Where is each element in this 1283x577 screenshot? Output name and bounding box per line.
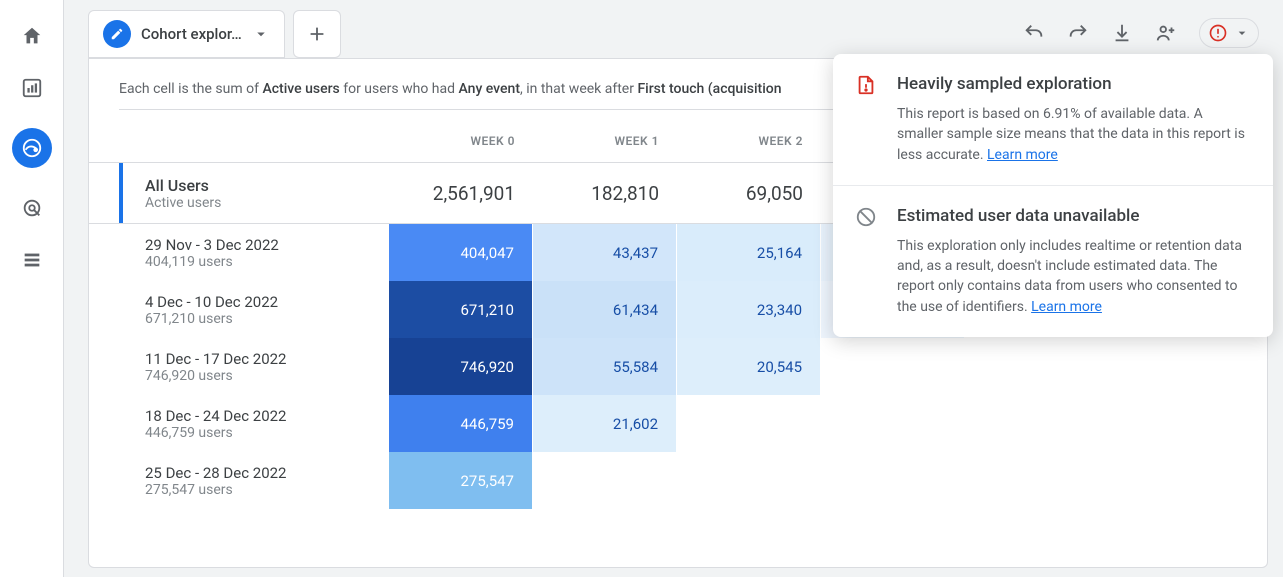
data-quality-popover: Heavily sampled exploration This report i… [833,54,1273,337]
row-sublabel: 404,119 users [145,254,389,270]
redo-icon[interactable] [1067,22,1089,44]
column-header[interactable]: WEEK 1 [533,134,677,148]
row-sublabel: 275,547 users [145,482,389,498]
popover-item: Estimated user data unavailable This expl… [833,186,1273,337]
summary-sublabel: Active users [145,195,389,211]
row-label: 18 Dec - 24 Dec 2022 [145,407,389,425]
main-area: Cohort explor… [64,0,1283,577]
table-row[interactable]: 18 Dec - 24 Dec 2022446,759 users446,759… [89,395,1267,452]
heatmap-cell[interactable]: 404,047 [389,224,533,281]
learn-more-link[interactable]: Learn more [1031,299,1102,315]
column-header[interactable]: WEEK 0 [389,134,533,148]
row-label: 25 Dec - 28 Dec 2022 [145,464,389,482]
nav-reports-icon[interactable] [20,76,44,100]
download-icon[interactable] [1111,22,1133,44]
add-tab-button[interactable] [293,10,341,58]
popover-title: Heavily sampled exploration [897,74,1251,94]
column-header[interactable]: WEEK 2 [677,134,821,148]
chevron-down-icon [1234,25,1250,41]
row-sublabel: 671,210 users [145,311,389,327]
heatmap-cell[interactable]: 55,584 [533,338,677,395]
popover-title: Estimated user data unavailable [897,206,1251,226]
tab-title: Cohort explor… [141,25,242,43]
chevron-down-icon[interactable] [252,25,270,43]
alert-icon [1208,23,1228,43]
heatmap-cell[interactable]: 21,602 [533,395,677,452]
heatmap-cell[interactable]: 275,547 [389,452,533,509]
undo-icon[interactable] [1023,22,1045,44]
tab-bar: Cohort explor… [88,10,341,58]
heatmap-cell[interactable]: 20,545 [677,338,821,395]
table-row[interactable]: 25 Dec - 28 Dec 2022275,547 users275,547 [89,452,1267,509]
learn-more-link[interactable]: Learn more [987,147,1058,163]
nav-advertising-icon[interactable] [20,196,44,220]
row-label: 29 Nov - 3 Dec 2022 [145,236,389,254]
summary-label: All Users [145,176,389,195]
row-label: 11 Dec - 17 Dec 2022 [145,350,389,368]
nav-admin-icon[interactable] [20,248,44,272]
top-right-toolbar [1023,18,1259,48]
nav-home-icon[interactable] [20,24,44,48]
row-sublabel: 746,920 users [145,368,389,384]
doc-alert-icon [855,74,879,165]
heatmap-cell[interactable]: 43,437 [533,224,677,281]
share-icon[interactable] [1155,22,1177,44]
heatmap-cell[interactable]: 446,759 [389,395,533,452]
popover-desc: This exploration only includes realtime … [897,236,1251,317]
summary-cell: 182,810 [533,182,677,205]
heatmap-cell[interactable]: 23,340 [677,281,821,338]
exploration-tab[interactable]: Cohort explor… [88,10,285,58]
summary-cell: 69,050 [677,182,821,205]
heatmap-cell[interactable]: 61,434 [533,281,677,338]
popover-item: Heavily sampled exploration This report i… [833,54,1273,186]
blocked-icon [855,206,879,317]
heatmap-cell[interactable]: 746,920 [389,338,533,395]
summary-cell: 2,561,901 [389,182,533,205]
edit-icon [103,20,131,48]
left-nav [0,0,64,577]
data-quality-button[interactable] [1199,18,1259,48]
row-sublabel: 446,759 users [145,425,389,441]
nav-explore-icon[interactable] [12,128,52,168]
heatmap-cell[interactable]: 25,164 [677,224,821,281]
heatmap-cell[interactable]: 671,210 [389,281,533,338]
popover-desc: This report is based on 6.91% of availab… [897,104,1251,165]
table-row[interactable]: 11 Dec - 17 Dec 2022746,920 users746,920… [89,338,1267,395]
row-label: 4 Dec - 10 Dec 2022 [145,293,389,311]
